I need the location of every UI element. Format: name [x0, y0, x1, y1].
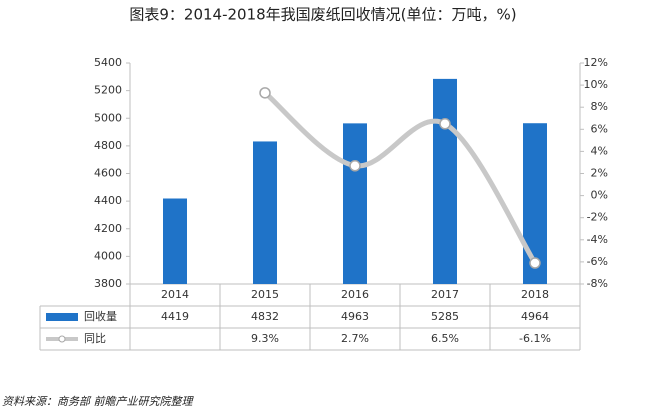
- y-tick-label: 5000: [94, 111, 122, 124]
- category-label: 2014: [161, 288, 189, 301]
- y2-tick-label: 2%: [591, 167, 608, 180]
- bar: [343, 123, 367, 284]
- y2-tick-label: -6%: [587, 255, 608, 268]
- line-marker: [259, 87, 271, 99]
- y-tick-label: 3800: [94, 277, 122, 290]
- data-table-grid: [39, 283, 581, 351]
- source-note: 资料来源：商务部 前瞻产业研究院整理: [2, 395, 194, 408]
- table-value: 6.5%: [431, 332, 459, 345]
- category-label: 2016: [341, 288, 369, 301]
- y2-tick-label: 6%: [591, 122, 608, 135]
- chart-title: 图表9：2014-2018年我国废纸回收情况(单位：万吨，%): [129, 6, 516, 24]
- line-marker: [349, 160, 361, 172]
- y2-tick-label: 12%: [584, 56, 608, 69]
- legend-label: 回收量: [84, 309, 117, 323]
- y2-tick-label: 4%: [591, 144, 608, 157]
- bar: [523, 123, 547, 284]
- legend-swatch: [46, 313, 78, 321]
- category-label: 2018: [521, 288, 549, 301]
- y2-tick-label: 0%: [591, 189, 608, 202]
- y-tick-label: 5200: [94, 84, 122, 97]
- table-value: 4832: [251, 310, 279, 323]
- table-value: 4419: [161, 310, 189, 323]
- y-tick-label: 4400: [94, 194, 122, 207]
- line-marker: [529, 257, 541, 269]
- bar: [253, 141, 277, 284]
- bar: [433, 78, 457, 285]
- table-value: 5285: [431, 310, 459, 323]
- table-value: 9.3%: [251, 332, 279, 345]
- table-value: 2.7%: [341, 332, 369, 345]
- category-label: 2015: [251, 288, 279, 301]
- bar: [163, 198, 187, 284]
- line: [263, 90, 538, 265]
- table-value: -6.1%: [519, 332, 551, 345]
- y-tick-label: 4200: [94, 222, 122, 235]
- y2-tick-label: -2%: [587, 211, 608, 224]
- category-label: 2017: [431, 288, 459, 301]
- y2-tick-label: 10%: [584, 78, 608, 91]
- y2-tick-label: -4%: [587, 233, 608, 246]
- legend-marker: [58, 335, 66, 343]
- y-tick-label: 5400: [94, 56, 122, 69]
- y-tick-label: 4800: [94, 139, 122, 152]
- table-value: 4964: [521, 310, 549, 323]
- legend-label: 同比: [84, 332, 106, 345]
- y-tick-label: 4600: [94, 167, 122, 180]
- y2-tick-label: 8%: [591, 100, 608, 113]
- line-marker: [439, 118, 451, 130]
- table-value: 4963: [341, 310, 369, 323]
- y-tick-label: 4000: [94, 249, 122, 262]
- y2-tick-label: -8%: [587, 277, 608, 290]
